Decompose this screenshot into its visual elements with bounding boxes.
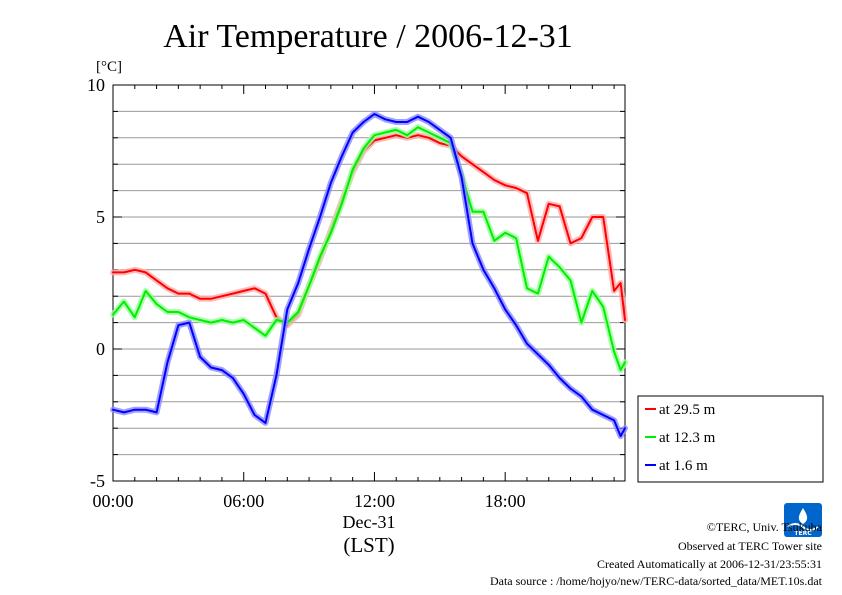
chart-title: Air Temperature / 2006-12-31 (163, 18, 573, 55)
legend-label-1: at 12.3 m (659, 430, 716, 446)
series-line-1 (112, 126, 626, 372)
data-source-text: Data source : /home/hojyo/new/TERC-data/… (490, 574, 823, 588)
legend-label-2: at 1.6 m (659, 458, 708, 474)
logo-text: TERC (794, 530, 812, 537)
x-tick-label: 18:00 (485, 491, 526, 511)
series-halo-2 (110, 111, 628, 440)
terc-logo: TERC (784, 503, 822, 537)
y-axis-unit: [°C] (96, 59, 122, 75)
grid-lines (113, 110, 625, 456)
droplet-icon (798, 508, 808, 524)
minor-ticks (112, 84, 625, 482)
y-tick-label: -5 (90, 471, 105, 491)
wave-icon (787, 523, 819, 531)
plot-frame (112, 84, 626, 482)
copyright-text: ©TERC, Univ. Tsukuba (707, 520, 823, 534)
x-tick-label: 00:00 (92, 491, 133, 511)
legend-label-0: at 29.5 m (659, 402, 716, 418)
x-tick-label: 12:00 (354, 491, 395, 511)
y-tick-label: 0 (96, 339, 105, 359)
y-tick-labels: -5 0 5 10 (87, 75, 105, 491)
y-tick-label: 5 (96, 207, 105, 227)
series-layer (110, 111, 628, 440)
observed-text: Observed at TERC Tower site (678, 539, 822, 553)
series-line-0 (112, 134, 626, 327)
x-tick-label: 06:00 (223, 491, 264, 511)
y-tick-label: 10 (87, 75, 105, 95)
legend-box (637, 395, 824, 483)
series-line-2 (112, 113, 626, 438)
created-text: Created Automatically at 2006-12-31/23:5… (597, 557, 822, 571)
legend: at 29.5 m at 12.3 m at 1.6 m (637, 395, 824, 483)
date-label: Dec-31 (343, 512, 396, 532)
x-axis-label: (LST) (343, 533, 394, 557)
x-tick-labels: 00:00 06:00 12:00 18:00 (92, 491, 525, 511)
